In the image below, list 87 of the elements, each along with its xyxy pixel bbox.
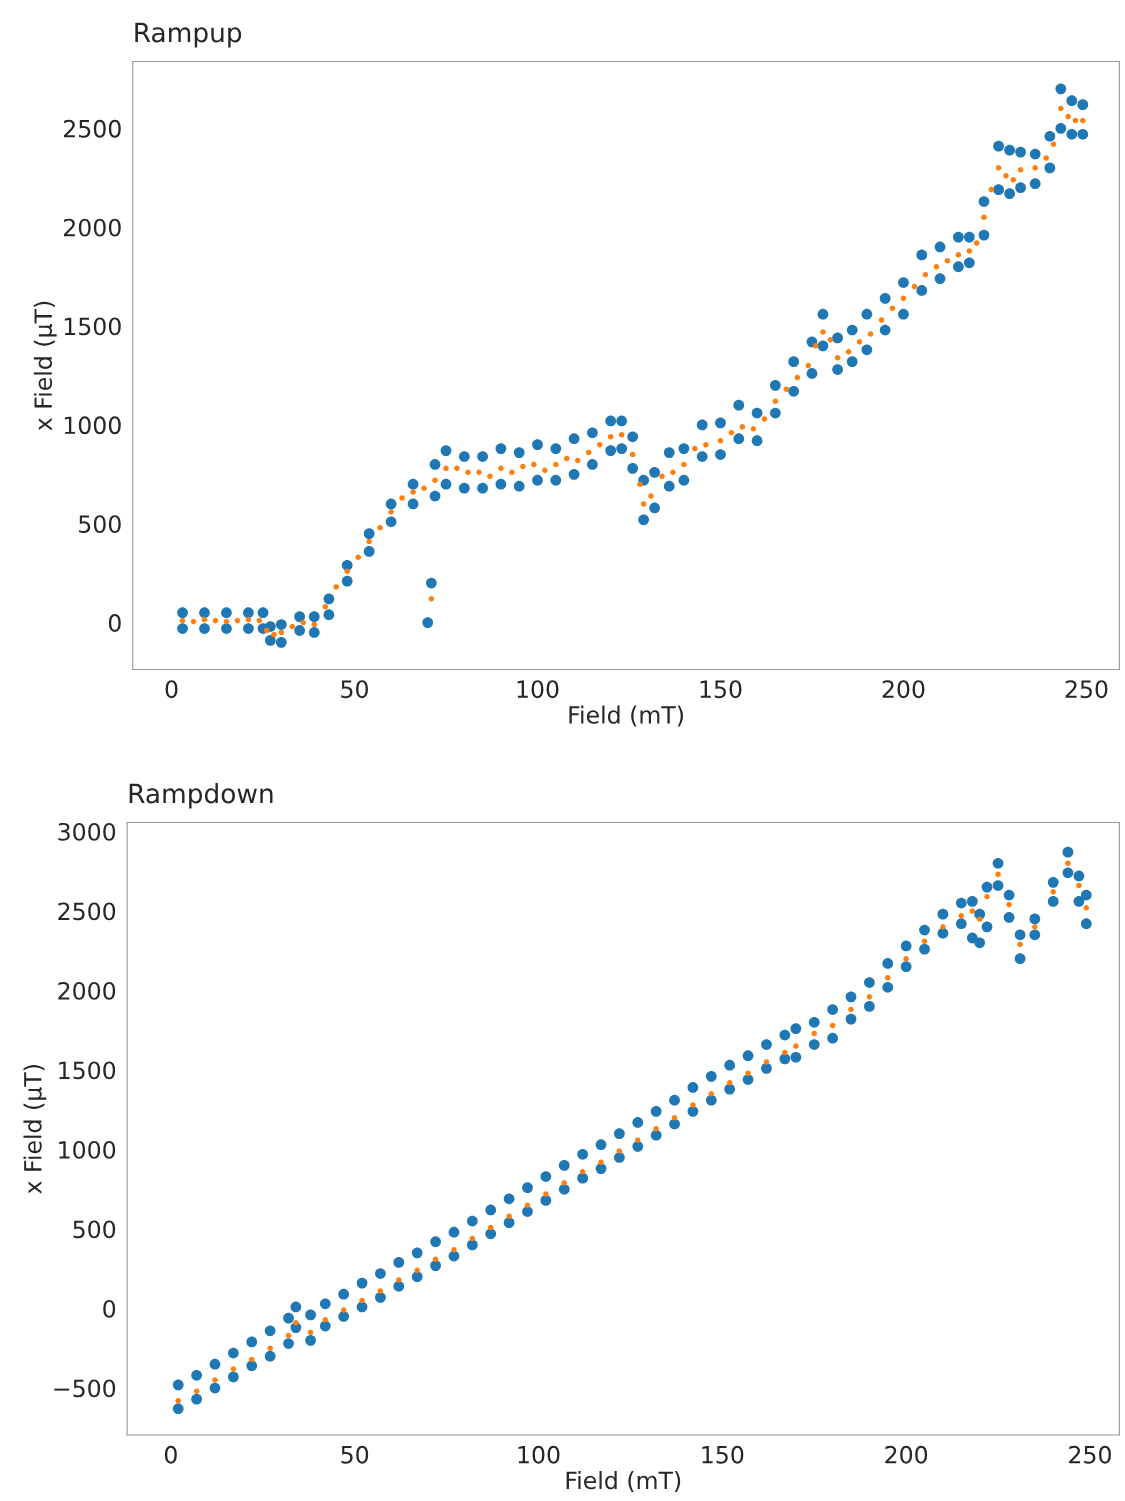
point [1006,901,1012,908]
point [506,1213,512,1220]
point [579,1168,586,1175]
point [616,1148,623,1154]
point [903,955,909,962]
point [976,916,983,922]
point [451,1246,457,1253]
x-tick-label: 50 [341,680,368,699]
point [634,1137,641,1143]
point [414,1267,420,1274]
point [690,1102,696,1108]
x-tick-label: 100 [518,1445,560,1464]
x-tick-label: 0 [164,1445,177,1464]
y-tick-label: 1500 [64,317,121,336]
y-axis-title: x Field (μT) [23,1065,47,1194]
y-tick-label: 2000 [58,981,116,1000]
y-tick-label: 1000 [59,1140,116,1159]
x-tick-label: 200 [882,680,925,699]
chart-title: Rampdown [129,783,273,809]
y-tick-label: 0 [103,1299,116,1318]
x-axis-title: Field (mT) [569,705,683,727]
point [212,1377,218,1383]
point [293,1320,299,1326]
point [340,1307,347,1313]
point [782,1049,788,1056]
point [848,1006,854,1013]
point [1032,924,1038,930]
point [193,1388,200,1394]
x-tick-label: 150 [700,680,742,699]
point [745,1070,751,1076]
point [487,1224,494,1231]
point [866,994,873,1000]
point [1017,941,1023,948]
x-tick-label: 250 [1065,680,1108,699]
y-tick-label: 500 [79,515,121,534]
point [1050,889,1056,895]
point [175,1397,181,1404]
point [958,912,965,919]
y-axis-title: x Field (μT) [33,301,57,431]
point [248,1356,255,1363]
point [307,1329,314,1336]
x-tick-label: 150 [702,1445,744,1464]
x-tick-label: 100 [517,680,559,699]
point [884,974,891,981]
y-tick-label: 2500 [63,119,121,138]
chart-title: Rampup [135,22,242,48]
point [469,1235,476,1242]
point [359,1297,365,1304]
point [1076,882,1082,889]
y-tick-label: 1000 [64,416,121,435]
point [267,1345,273,1352]
point [230,1366,237,1372]
y-tick-label: −500 [54,1379,116,1398]
point [543,1191,549,1197]
point [432,1256,439,1263]
point [763,1059,770,1065]
x-tick-label: 50 [341,1445,369,1464]
point [322,1316,329,1323]
point [396,1277,402,1283]
y-tick-label: 0 [108,614,121,632]
y-tick-label: 3000 [58,822,116,841]
point [995,871,1001,878]
point [653,1126,659,1132]
y-tick-label: 1500 [59,1061,116,1080]
y-tick-label: 2500 [58,902,116,921]
point [524,1202,531,1208]
x-tick-label: 250 [1069,1445,1111,1464]
point [940,924,946,930]
point [793,1043,799,1049]
point [561,1180,568,1186]
point [726,1079,733,1086]
point [598,1159,604,1165]
y-tick-label: 2000 [63,218,121,237]
point [1083,905,1090,911]
point [829,1022,836,1029]
point [1065,860,1071,867]
point [377,1288,384,1294]
point [969,908,976,914]
point [671,1114,678,1121]
x-tick-label: 0 [165,680,178,699]
point [921,938,928,944]
point [708,1091,715,1097]
point [984,893,990,900]
y-tick-label: 500 [73,1220,116,1239]
point [811,1030,818,1037]
x-axis-title: Field (mT) [566,1471,681,1493]
x-tick-label: 200 [885,1445,928,1464]
